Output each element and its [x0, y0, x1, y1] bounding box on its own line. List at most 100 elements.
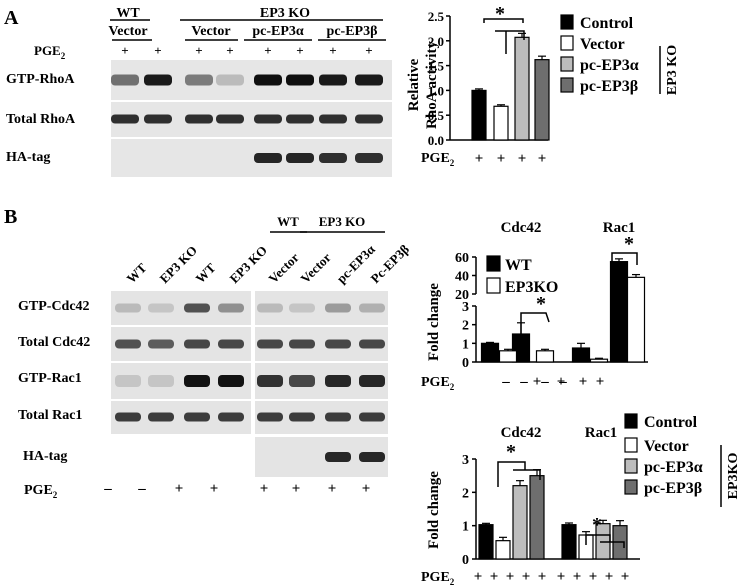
chart-b2-bracket — [600, 541, 625, 548]
bar — [589, 358, 609, 363]
y-tick-label: 3 — [462, 300, 469, 315]
x-tick-label: + — [579, 374, 588, 390]
x-tick-label: + — [490, 569, 499, 585]
band — [148, 412, 174, 422]
chart-b1-x-ticks: – – + +– – + + — [501, 374, 604, 390]
band — [359, 339, 385, 349]
band — [184, 303, 210, 313]
band — [325, 452, 351, 462]
chart-b2-y-label: Fold change — [426, 471, 442, 549]
band — [355, 74, 383, 86]
band — [359, 412, 385, 422]
chart-b2-star-rac1: * — [592, 514, 602, 536]
band — [359, 375, 385, 387]
x-tick-label: + — [596, 374, 605, 390]
bar — [478, 524, 494, 560]
row-label-gtp-rhoa: GTP-RhoA — [6, 72, 75, 87]
band — [115, 375, 141, 387]
chart-b1-legend: WT EP3KO — [486, 255, 558, 296]
x-tick-label: + — [518, 151, 527, 167]
panel-b-pge2-row: – – + + + + + + — [103, 481, 370, 497]
legend-swatch — [560, 35, 574, 51]
chart-b2-legend-group: EP3KO — [726, 453, 741, 500]
chart-b1-bracket — [611, 252, 638, 265]
band — [359, 452, 385, 462]
band — [148, 339, 174, 349]
header-b-wt: WT — [277, 214, 299, 229]
band — [289, 375, 315, 387]
pge2-label-b: PGE2 — [24, 483, 58, 500]
pge2-sign: + — [210, 481, 219, 497]
bar — [529, 475, 545, 560]
rhoa-sig-bracket — [483, 18, 524, 23]
x-tick-label: + — [475, 151, 484, 167]
x-tick-label: + — [621, 569, 630, 585]
band — [148, 375, 174, 387]
header-pc-ep3a: pc-EP3α — [252, 24, 304, 39]
lane-label: Vector — [298, 250, 334, 286]
band — [184, 339, 210, 349]
y-tick-label: 0 — [462, 553, 469, 568]
legend-swatch — [486, 255, 501, 272]
header-ep3ko: EP3 KO — [260, 6, 310, 21]
row-label-total-cdc42: Total Cdc42 — [18, 335, 90, 350]
header-vector-wt: Vector — [108, 24, 147, 39]
x-tick-label: + — [533, 374, 542, 390]
legend-swatch — [624, 413, 638, 429]
legend-label: pc-EP3β — [644, 480, 702, 497]
pge2-plus: + — [329, 43, 336, 58]
bar — [498, 350, 518, 363]
chart-b2-title-rac1: Rac1 — [585, 425, 618, 441]
band — [111, 74, 139, 86]
x-tick-label: + — [589, 569, 598, 585]
y-tick-label: 3 — [462, 453, 469, 468]
chart-b2-bars — [478, 469, 628, 560]
x-tick-label: + — [538, 151, 547, 167]
chart-b2-bracket — [513, 469, 541, 480]
chart-b1-pge2-label: PGE2 — [421, 375, 455, 392]
legend-swatch — [560, 77, 574, 93]
band — [185, 74, 213, 86]
band — [257, 303, 283, 313]
y-tick-label: 20 — [455, 288, 469, 303]
y-tick-label: 0.5 — [428, 108, 445, 123]
x-tick-label: + — [573, 569, 582, 585]
band — [289, 303, 315, 313]
chart-b2-pge2-label: PGE2 — [421, 570, 455, 587]
band — [286, 153, 314, 163]
row-label-total-rac1: Total Rac1 — [18, 408, 82, 423]
y-tick-label: 1 — [462, 337, 469, 352]
legend-swatch — [624, 437, 638, 453]
y-tick-label: 0 — [462, 356, 469, 371]
pge2-label-a: PGE2 — [34, 43, 66, 61]
legend-label: EP3KO — [505, 279, 558, 296]
row-label-total-rhoa: Total RhoA — [6, 112, 76, 127]
y-tick-label: 0.0 — [428, 133, 444, 148]
band — [319, 74, 347, 86]
pge2-sign: + — [328, 481, 337, 497]
lane-label: WT — [124, 260, 150, 286]
bar — [471, 89, 487, 141]
pge2-plus: + — [121, 43, 128, 58]
y-tick-label: 1.5 — [428, 59, 445, 74]
band — [257, 339, 283, 349]
legend-label: Control — [580, 15, 634, 32]
band — [355, 153, 383, 163]
band — [289, 412, 315, 422]
x-tick-label: + — [557, 569, 566, 585]
chart-b2-x-ticks: + + + + + + + + + + — [474, 569, 630, 585]
band — [218, 375, 244, 387]
pge2-sign: – — [137, 481, 146, 497]
legend-swatch — [624, 458, 638, 474]
bar — [626, 276, 646, 363]
x-tick-label: + — [522, 569, 531, 585]
band — [359, 303, 385, 313]
legend-swatch — [486, 277, 501, 294]
panel-b-bands — [115, 303, 385, 462]
lane-label: EP3 KO — [227, 243, 271, 287]
x-tick-label: – — [501, 374, 510, 390]
y-tick-label: 40 — [455, 270, 469, 285]
band — [184, 412, 210, 422]
